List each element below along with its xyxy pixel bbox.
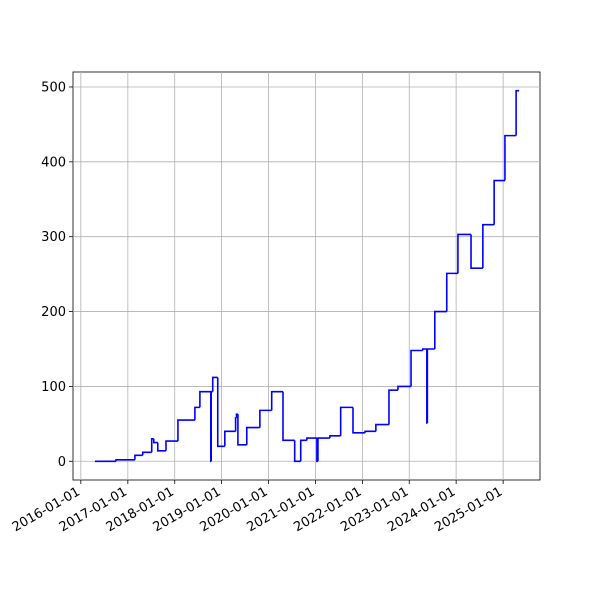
y-tick-label: 200 [41, 305, 66, 320]
y-tick-label: 300 [41, 230, 66, 245]
step-segment [339, 406, 353, 436]
step-segment [259, 409, 272, 428]
step-segment [397, 385, 412, 391]
step-segment [364, 430, 376, 433]
step-segment [504, 134, 517, 181]
step-segment [388, 389, 398, 425]
step-segment [375, 423, 389, 432]
step-segment [199, 390, 211, 408]
step-segment [156, 442, 166, 452]
step-segment [445, 272, 458, 312]
step-segment [141, 451, 152, 456]
step-segment [216, 377, 225, 448]
step-segment [152, 438, 158, 444]
y-tick-label: 500 [41, 80, 66, 95]
step-segment [482, 223, 495, 269]
step-segment [317, 437, 330, 462]
step-segment [410, 349, 423, 387]
step-segment [434, 310, 447, 349]
step-segment [282, 391, 295, 442]
step-segment [421, 348, 427, 351]
step-segment [177, 419, 195, 442]
step-segment [457, 233, 472, 274]
step-segment [210, 390, 213, 462]
step-segment [270, 390, 283, 411]
step-segment [235, 413, 238, 418]
step-segment [306, 437, 317, 441]
step-segment [165, 440, 178, 451]
step-segment [493, 179, 505, 225]
step-segment [426, 348, 435, 424]
step-segment [237, 414, 247, 446]
step-segment [293, 440, 301, 463]
step-segment [115, 458, 135, 462]
y-tick-label: 0 [58, 455, 66, 470]
step-segment [515, 89, 520, 136]
step-segment [299, 439, 307, 462]
step-segment [224, 430, 236, 447]
step-segment [329, 435, 341, 439]
step-segment [245, 426, 260, 445]
step-segment [470, 234, 483, 269]
step-segment [211, 376, 218, 392]
step-segment [134, 454, 143, 460]
y-tick-label: 100 [41, 380, 66, 395]
step-segment [194, 406, 200, 421]
step-segment [352, 407, 366, 434]
plot-frame [72, 71, 541, 481]
y-tick-label: 400 [41, 155, 66, 170]
step-segment [234, 417, 237, 432]
